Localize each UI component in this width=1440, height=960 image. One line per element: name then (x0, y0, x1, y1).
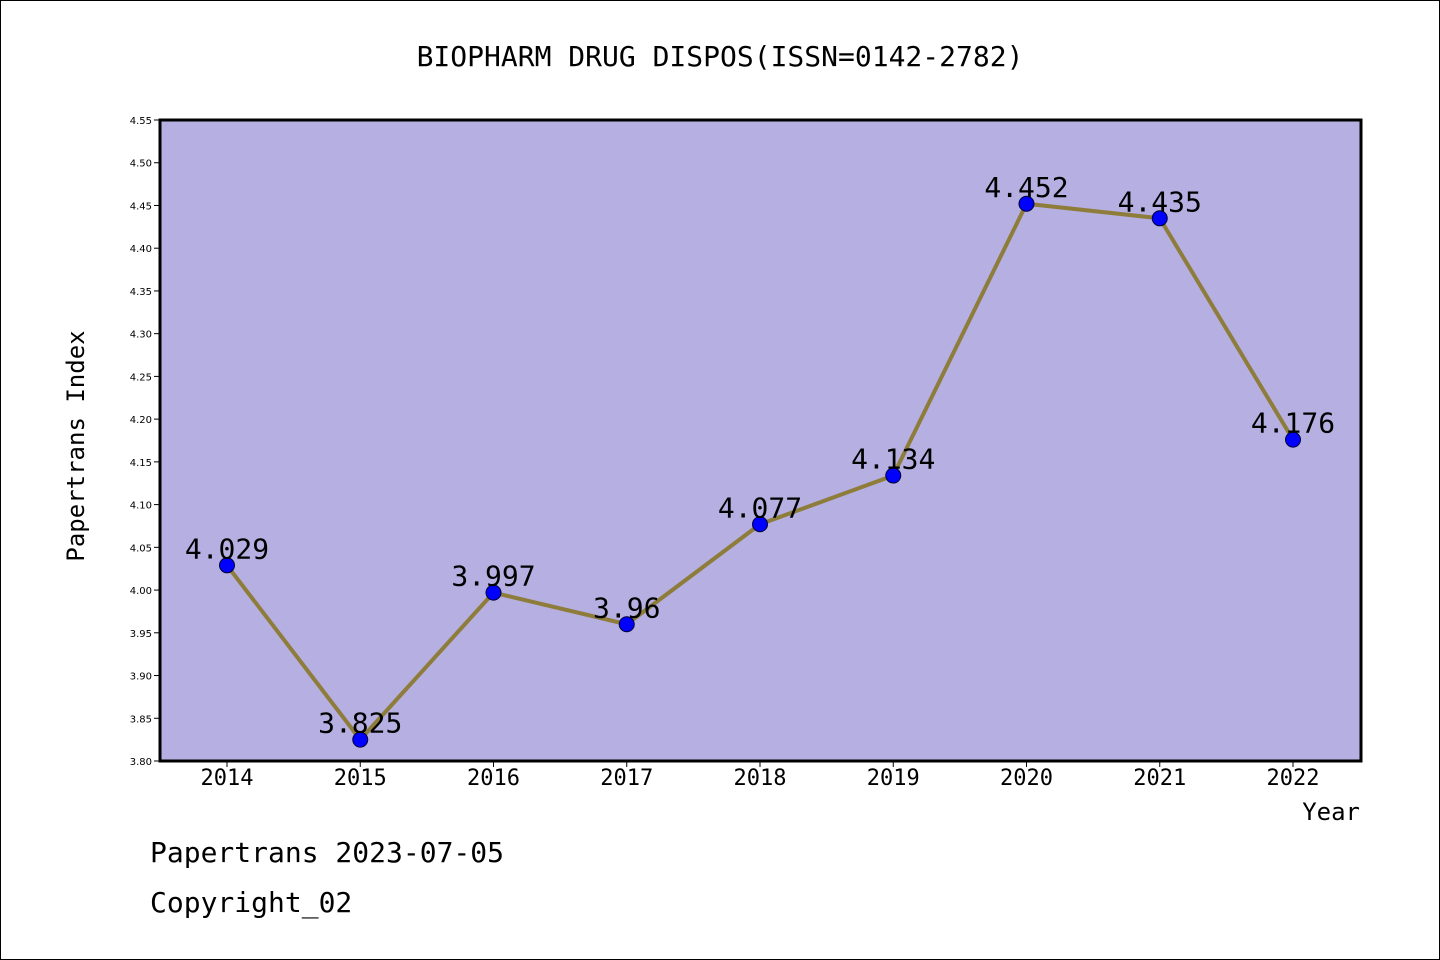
y-tick-label: 3.90 (130, 672, 152, 683)
y-tick-label: 3.85 (130, 714, 152, 725)
y-tick-label: 4.50 (130, 159, 152, 170)
x-axis-label: Year (1302, 798, 1360, 826)
data-label: 4.435 (1118, 185, 1202, 218)
x-tick-label: 2021 (1133, 766, 1186, 791)
x-tick-label: 2022 (1267, 766, 1320, 791)
y-tick-label: 4.45 (130, 201, 152, 212)
data-label: 3.96 (593, 591, 660, 624)
data-point (885, 467, 902, 484)
y-tick-label: 4.25 (130, 372, 152, 383)
data-point (618, 616, 635, 633)
x-tick-label: 2018 (734, 766, 787, 791)
x-axis: 2014 2015 2016 2017 2018 2019 2020 2021 2022 (201, 761, 1320, 791)
data-label: 3.997 (451, 560, 535, 593)
y-tick-label: 4.10 (130, 501, 152, 512)
y-tick-label: 4.00 (130, 586, 152, 597)
footer-copyright: Copyright_02 (150, 886, 353, 919)
x-tick-label: 2020 (1000, 766, 1053, 791)
x-tick-label: 2014 (201, 766, 254, 791)
y-tick-label: 4.40 (130, 244, 152, 255)
y-tick-label: 4.05 (130, 543, 152, 554)
y-axis: 3.80 3.85 3.90 3.95 4.00 4.05 4.10 4.15 4.20 4.25… (130, 116, 160, 768)
data-point (485, 584, 502, 601)
x-tick-label: 2016 (467, 766, 520, 791)
data-point (219, 557, 235, 574)
plot-border (158, 118, 1363, 763)
x-tick-label: 2017 (600, 766, 653, 791)
data-label: 4.029 (185, 532, 269, 565)
plot-area (160, 120, 1361, 761)
data-label: 4.077 (718, 491, 802, 524)
y-tick-label: 3.80 (130, 757, 152, 768)
y-tick-label: 3.95 (130, 629, 152, 640)
x-tick-label: 2015 (334, 766, 387, 791)
data-label: 4.134 (851, 443, 935, 476)
data-label: 4.452 (984, 171, 1068, 204)
y-tick-label: 4.30 (130, 330, 152, 341)
data-point (352, 731, 369, 748)
y-tick-label: 4.15 (130, 458, 152, 469)
data-labels: 4.029 3.825 3.997 3.96 4.077 4.134 4.452 4.435 4… (185, 171, 1335, 740)
data-point (1285, 431, 1301, 448)
x-tick-label: 2019 (867, 766, 920, 791)
chart-title: BIOPHARM DRUG DISPOS(ISSN=0142-2782) (417, 40, 1024, 73)
y-tick-label: 4.20 (130, 415, 152, 426)
data-label: 4.176 (1251, 407, 1335, 440)
data-point (1151, 210, 1168, 227)
y-axis-label: Papertrans Index (62, 330, 90, 561)
data-point (1018, 195, 1035, 212)
y-tick-label: 4.35 (130, 287, 152, 298)
footer-date: Papertrans 2023-07-05 (150, 836, 505, 869)
y-tick-label: 4.55 (130, 116, 152, 127)
data-point (752, 516, 768, 533)
data-label: 3.825 (318, 707, 402, 740)
data-points (219, 195, 1301, 748)
